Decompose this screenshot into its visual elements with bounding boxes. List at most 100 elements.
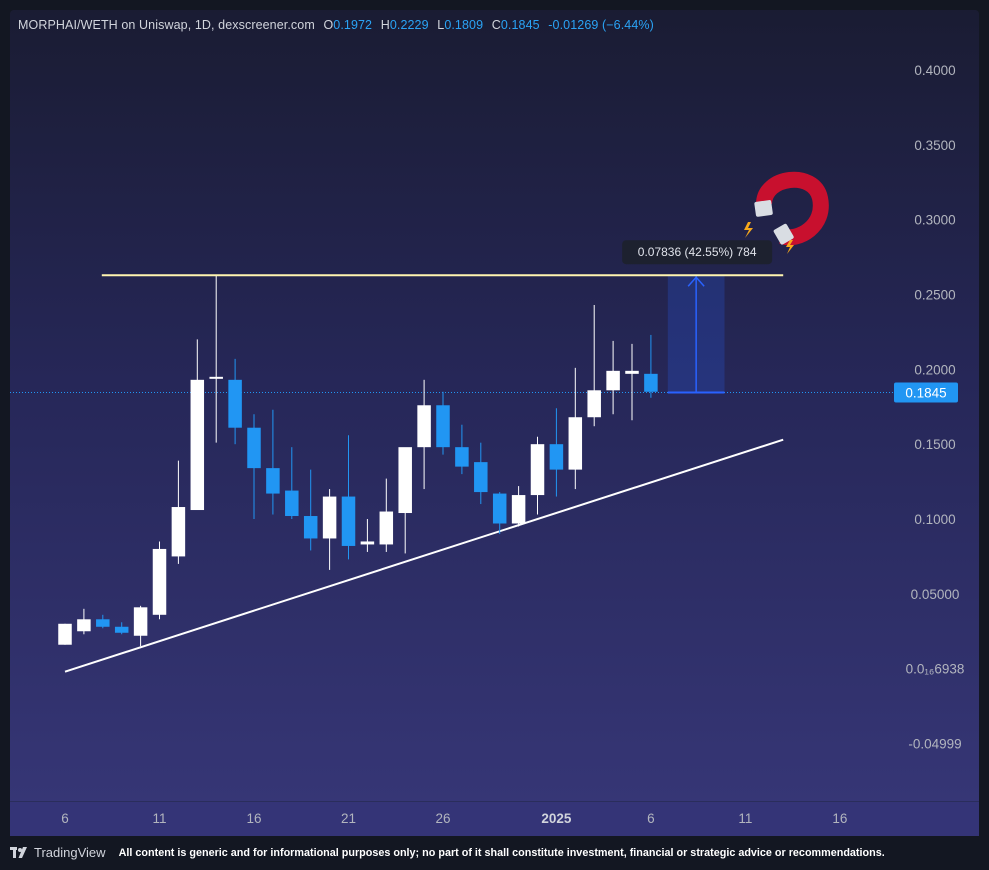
tradingview-icon [10, 846, 27, 858]
candle-body [322, 496, 337, 539]
tradingview-logo[interactable]: TradingView [10, 845, 106, 860]
chart-frame[interactable]: MORPHAI/WETH on Uniswap, 1D, dexscreener… [10, 10, 979, 836]
candle-body [266, 468, 280, 494]
measure-label-bg [622, 240, 773, 265]
candle-body [190, 379, 205, 511]
candle-body [644, 373, 658, 392]
chart-canvas[interactable]: 0.07836 (42.55%) 784 0.4000 0.3500 0.3000 0… [0, 0, 989, 845]
y-tick-label: 0.05000 [911, 587, 960, 602]
candles-layer [58, 275, 658, 647]
candle-body [77, 619, 91, 632]
x-tick-label: 2025 [541, 811, 572, 826]
candle-body [303, 516, 318, 539]
candle[interactable] [625, 343, 639, 421]
high-label: H [380, 18, 390, 32]
candle[interactable] [190, 339, 205, 511]
footer-bar: TradingView All content is generic and f… [10, 845, 979, 863]
candle[interactable] [58, 623, 72, 645]
overlay-layer: 0.07836 (42.55%) 784 [101, 240, 784, 277]
candle[interactable] [209, 275, 223, 443]
x-tick-label: 26 [435, 811, 450, 826]
measure-arrow-head [687, 276, 705, 287]
axis-backgrounds [10, 801, 979, 836]
candle-body [209, 376, 223, 379]
candle-body [379, 511, 394, 545]
candle[interactable] [606, 340, 620, 415]
candle[interactable] [379, 478, 394, 552]
y-tick-label: 0.2500 [914, 288, 955, 303]
candle[interactable] [247, 414, 261, 520]
low-label: L [437, 18, 445, 32]
candle[interactable] [530, 436, 545, 515]
candle-body [417, 405, 431, 448]
candle[interactable] [322, 489, 337, 570]
candle-body [171, 507, 186, 557]
candle-body [530, 444, 545, 496]
y-tick-label: 0.4000 [914, 63, 955, 78]
candle[interactable] [644, 334, 658, 398]
candle[interactable] [171, 460, 186, 564]
candle[interactable] [511, 486, 526, 527]
candle-body [341, 496, 356, 546]
candle-body [549, 444, 564, 470]
candle[interactable] [303, 469, 318, 551]
x-tick-label: 11 [152, 811, 166, 826]
y-tick-label: 0.3500 [914, 138, 955, 153]
brand-name: TradingView [34, 845, 106, 860]
x-axis[interactable]: 6 11 16 21 26 2025 6 11 16 [61, 811, 847, 826]
candle-body [133, 607, 148, 636]
candle-body [436, 405, 450, 448]
candle[interactable] [455, 424, 469, 475]
x-tick-label: 16 [246, 811, 261, 826]
candle-body [398, 447, 412, 514]
candle[interactable] [492, 492, 507, 534]
candle[interactable] [266, 409, 280, 515]
candle-body [152, 548, 167, 615]
x-tick-label: 21 [341, 811, 356, 826]
candle[interactable] [360, 519, 375, 552]
close-value: 0.1845 [500, 18, 540, 32]
change-value: -0.01269 (−6.44%) [548, 18, 654, 32]
candle[interactable] [587, 304, 601, 427]
symbol-legend: MORPHAI/WETH on Uniswap, 1D, dexscreener… [18, 18, 654, 32]
candle[interactable] [474, 442, 488, 505]
candle-body [474, 462, 488, 493]
candle-body [114, 626, 129, 633]
candle[interactable] [568, 367, 583, 490]
low-value: 0.1809 [444, 18, 484, 32]
candle-body [625, 370, 639, 374]
candle[interactable] [96, 614, 110, 629]
high-value: 0.2229 [389, 18, 429, 32]
candle-body [228, 379, 242, 428]
y-tick-label: 0.0₁₆6938 [906, 662, 965, 677]
current-price-tag [894, 382, 958, 403]
candle[interactable] [228, 358, 242, 445]
candle[interactable] [417, 379, 431, 490]
candle[interactable] [152, 541, 167, 620]
candle-body [360, 541, 375, 545]
candle-body [247, 427, 261, 469]
x-tick-label: 6 [647, 811, 655, 826]
y-tick-label: 0.3000 [914, 213, 955, 228]
candle-body [511, 495, 526, 524]
candle[interactable] [285, 447, 299, 520]
open-label: O [323, 18, 334, 32]
y-axis[interactable]: 0.4000 0.3500 0.3000 0.2500 0.2000 0.1500 0.10… [894, 63, 964, 752]
candle[interactable] [549, 408, 564, 497]
disclaimer-text: All content is generic and for informati… [118, 846, 885, 859]
candle-body [58, 623, 72, 645]
candle[interactable] [436, 391, 450, 455]
candle[interactable] [77, 608, 91, 635]
x-tick-label: 16 [832, 811, 847, 826]
candle-body [606, 370, 620, 391]
candle[interactable] [114, 622, 129, 635]
candle[interactable] [133, 605, 148, 647]
candle[interactable] [341, 435, 356, 560]
y-tick-label: 0.1000 [914, 512, 955, 527]
symbol-title: MORPHAI/WETH on Uniswap, 1D, dexscreener… [18, 18, 315, 32]
measure-label-text: 0.07836 (42.55%) 784 [638, 245, 757, 259]
candle-body [492, 493, 507, 524]
support-trend-line[interactable] [64, 438, 784, 673]
candle[interactable] [398, 447, 412, 554]
x-tick-label: 6 [61, 811, 69, 826]
